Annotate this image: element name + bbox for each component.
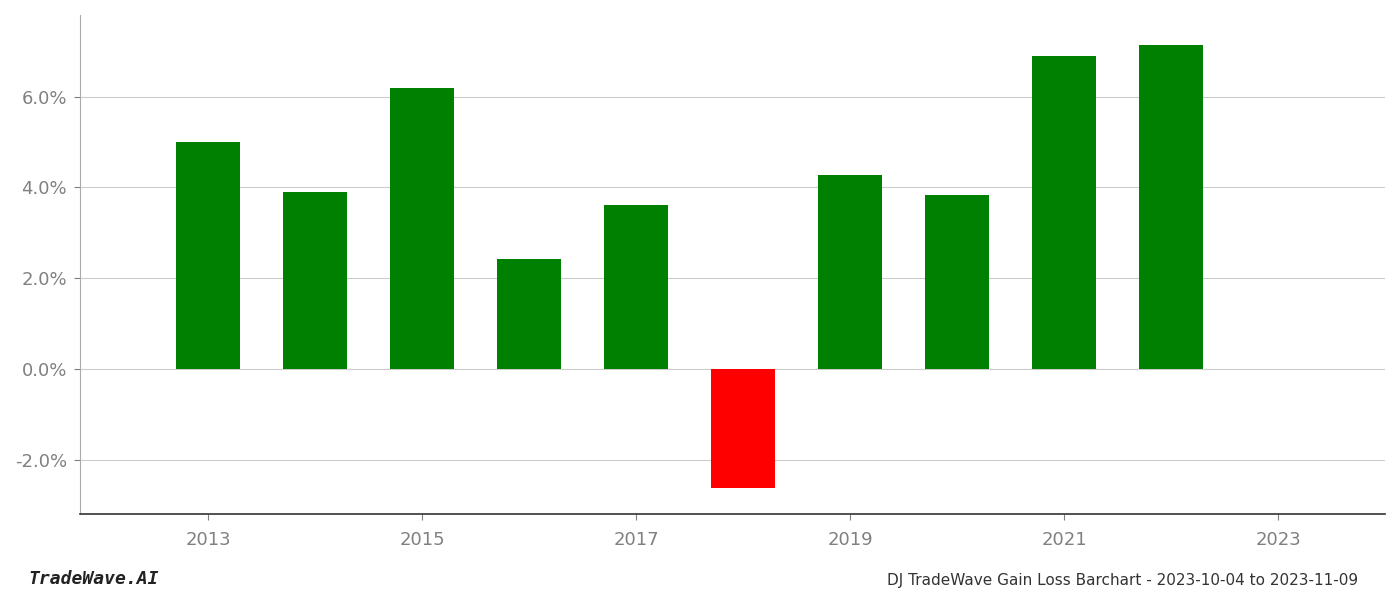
Bar bbox=[1140, 44, 1203, 369]
Bar bbox=[603, 205, 668, 369]
Bar bbox=[711, 369, 776, 488]
Text: TradeWave.AI: TradeWave.AI bbox=[28, 570, 158, 588]
Bar bbox=[497, 259, 561, 369]
Text: DJ TradeWave Gain Loss Barchart - 2023-10-04 to 2023-11-09: DJ TradeWave Gain Loss Barchart - 2023-1… bbox=[886, 573, 1358, 588]
Bar bbox=[176, 142, 241, 369]
Bar bbox=[1032, 56, 1096, 369]
Bar bbox=[391, 88, 454, 369]
Bar bbox=[925, 195, 990, 369]
Bar bbox=[283, 192, 347, 369]
Bar bbox=[818, 175, 882, 369]
